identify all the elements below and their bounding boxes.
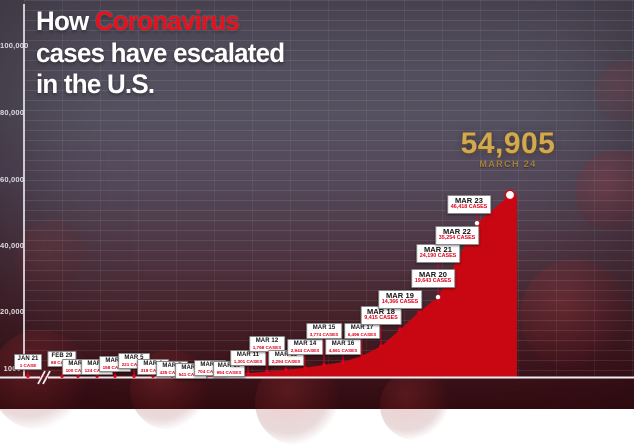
point-label-cases: 9,415 CASES bbox=[364, 315, 398, 322]
point-label-mar-15: MAR 15 3,774 CASES bbox=[306, 323, 342, 340]
point-label-cases: 19,643 CASES bbox=[414, 278, 452, 285]
point-label-date: MAR 18 bbox=[366, 307, 396, 316]
point-label-cases: 14,366 CASES bbox=[381, 299, 419, 306]
point-label-mar-21: MAR 21 24,190 CASES bbox=[416, 244, 460, 263]
axis-break-icon bbox=[37, 370, 46, 385]
cases-area-fill bbox=[24, 194, 517, 378]
title-word-coronavirus: Coronavirus bbox=[94, 6, 240, 36]
point-label-date: MAR 9 bbox=[200, 362, 220, 368]
point-label-cases: 3,774 CASES bbox=[309, 331, 339, 337]
data-point bbox=[26, 374, 30, 378]
point-label-cases: 24,190 CASES bbox=[419, 253, 457, 260]
data-point bbox=[76, 374, 80, 378]
point-label-date: MAR 10 bbox=[217, 363, 241, 369]
data-point bbox=[284, 368, 288, 372]
final-case-date: MARCH 24 bbox=[479, 159, 537, 169]
point-label-cases: 68 CASES bbox=[50, 359, 73, 365]
point-label-mar-19: MAR 19 14,366 CASES bbox=[378, 290, 422, 309]
page-title: How Coronavirus cases have escalated in … bbox=[36, 6, 285, 101]
point-label-cases: 435 CASES bbox=[159, 369, 185, 375]
data-point bbox=[303, 366, 307, 370]
point-label-mar-22: MAR 22 35,254 CASES bbox=[435, 226, 479, 245]
point-label-cases: 1 CASE bbox=[19, 362, 37, 368]
data-point bbox=[60, 374, 64, 378]
point-label-cases: 2,294 CASES bbox=[271, 358, 301, 364]
point-label-date: MAR 16 bbox=[331, 341, 355, 347]
point-label-date: MAR 13 bbox=[274, 352, 298, 358]
point-label-mar-23: MAR 23 46,418 CASES bbox=[447, 195, 491, 214]
point-label-mar-14: MAR 14 2,944 CASES bbox=[287, 339, 323, 356]
data-point bbox=[265, 369, 269, 374]
data-point bbox=[113, 374, 117, 378]
point-label-cases: 1,301 CASES bbox=[233, 358, 263, 364]
point-label-mar-17: MAR 17 6,496 CASES bbox=[344, 323, 380, 340]
axis-break-icon bbox=[42, 370, 51, 385]
y-axis-tick-label: 100,000 bbox=[0, 41, 29, 50]
point-label-date: MAR 23 bbox=[454, 196, 484, 205]
point-label-mar-11: MAR 11 1,301 CASES bbox=[230, 350, 266, 367]
point-label-cases: 319 CASES bbox=[140, 367, 166, 373]
point-label-cases: 35,254 CASES bbox=[438, 235, 476, 242]
point-label-date: MAR 17 bbox=[350, 325, 374, 331]
y-axis-tick-label: 1000 bbox=[3, 364, 21, 373]
point-label-cases: 6,496 CASES bbox=[347, 331, 377, 337]
data-point bbox=[379, 344, 383, 348]
title-line-3: in the U.S. bbox=[36, 69, 155, 100]
point-label-date: MAR 5 bbox=[124, 355, 144, 361]
point-label-date: MAR 15 bbox=[312, 325, 336, 331]
y-axis-tick-label: 60,000 bbox=[0, 175, 25, 184]
point-label-date: MAR 6 bbox=[143, 361, 163, 367]
point-label-date: JAN 21 bbox=[17, 356, 39, 362]
final-case-count: 54,905 bbox=[460, 127, 556, 160]
data-point bbox=[132, 374, 136, 378]
point-label-mar-18: MAR 18 9,415 CASES bbox=[360, 306, 402, 325]
point-label-cases: 46,418 CASES bbox=[450, 204, 488, 211]
data-point bbox=[398, 328, 402, 332]
point-label-cases: 2,944 CASES bbox=[290, 347, 320, 353]
point-label-cases: 221 CASES bbox=[121, 361, 147, 367]
point-label-jan-21: JAN 21 1 CASE bbox=[14, 354, 42, 371]
data-point bbox=[360, 354, 364, 358]
point-label-mar-20: MAR 20 19,643 CASES bbox=[411, 269, 455, 288]
point-label-date: MAR 20 bbox=[418, 270, 448, 279]
point-label-cases: 1,768 CASES bbox=[252, 344, 282, 350]
point-label-date: MAR 21 bbox=[423, 245, 453, 254]
point-label-date: MAR 4 bbox=[105, 358, 125, 364]
data-point bbox=[322, 363, 326, 367]
y-axis-tick-label: 20,000 bbox=[0, 307, 25, 316]
point-label-cases: 994 CASES bbox=[216, 369, 242, 375]
title-line-2: cases have escalated bbox=[36, 37, 285, 68]
point-label-date: MAR 3 bbox=[87, 361, 107, 367]
title-word-how: How bbox=[36, 6, 89, 36]
data-point bbox=[474, 220, 480, 226]
point-label-cases: 100 CASES bbox=[65, 367, 91, 373]
data-point bbox=[341, 360, 345, 364]
point-label-date: MAR 12 bbox=[255, 338, 279, 344]
final-data-point bbox=[504, 189, 516, 201]
data-point bbox=[151, 374, 155, 378]
point-label-date: FEB 29 bbox=[51, 353, 73, 359]
point-label-cases: 541 CASES bbox=[178, 371, 204, 377]
point-label-date: MAR 11 bbox=[236, 352, 260, 358]
data-point bbox=[435, 294, 441, 300]
point-label-date: MAR 19 bbox=[385, 291, 415, 300]
point-label-date: MAR 7 bbox=[162, 363, 182, 369]
data-point bbox=[95, 374, 99, 378]
point-label-cases: 4,661 CASES bbox=[328, 347, 358, 353]
point-label-date: MAR 8 bbox=[181, 365, 201, 371]
point-label-cases: 704 CASES bbox=[197, 368, 223, 374]
data-point bbox=[417, 310, 421, 314]
point-label-mar-16: MAR 16 4,661 CASES bbox=[325, 339, 361, 356]
point-label-date: MAR 2 bbox=[68, 361, 88, 367]
y-axis-tick-label: 80,000 bbox=[0, 108, 25, 117]
data-point bbox=[246, 371, 250, 375]
title-line-1: How Coronavirus bbox=[36, 6, 284, 38]
point-label-date: MAR 22 bbox=[442, 227, 472, 236]
y-axis-tick-label: 40,000 bbox=[0, 241, 25, 250]
point-label-mar-12: MAR 12 1,768 CASES bbox=[249, 336, 285, 353]
point-label-cases: 158 CASES bbox=[102, 364, 128, 370]
point-label-cases: 124 CASES bbox=[84, 367, 110, 373]
point-label-date: MAR 14 bbox=[293, 341, 317, 347]
